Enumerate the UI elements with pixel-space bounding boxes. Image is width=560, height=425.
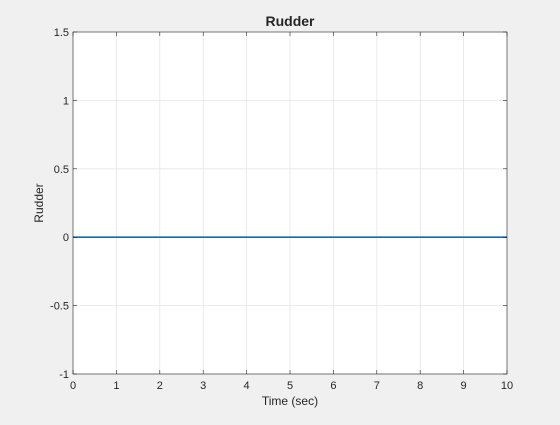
y-axis-label: Rudder (32, 183, 46, 222)
x-tick-label: 0 (70, 380, 76, 392)
x-tick-label: 2 (157, 380, 163, 392)
x-tick-label: 3 (200, 380, 206, 392)
x-tick-label: 8 (417, 380, 423, 392)
x-tick-label: 10 (501, 380, 513, 392)
x-axis-label: Time (sec) (262, 394, 318, 408)
y-tick-label: 1 (63, 95, 69, 107)
x-tick-label: 9 (461, 380, 467, 392)
y-tick-label: 0.5 (54, 164, 69, 176)
x-tick-label: 1 (113, 380, 119, 392)
y-tick-label: 1.5 (54, 27, 69, 39)
x-tick-label: 4 (244, 380, 250, 392)
y-tick-label: 0 (63, 232, 69, 244)
y-tick-label: -1 (59, 369, 69, 381)
chart-title: Rudder (266, 13, 316, 29)
x-tick-label: 7 (374, 380, 380, 392)
x-tick-label: 6 (330, 380, 336, 392)
x-tick-label: 5 (287, 380, 293, 392)
y-axis-ticks: -1 -0.5 0 0.5 1 1.5 (50, 27, 507, 381)
y-tick-label: -0.5 (50, 301, 69, 313)
x-axis-ticks: 0 1 2 3 4 5 6 7 8 9 10 (70, 32, 513, 392)
